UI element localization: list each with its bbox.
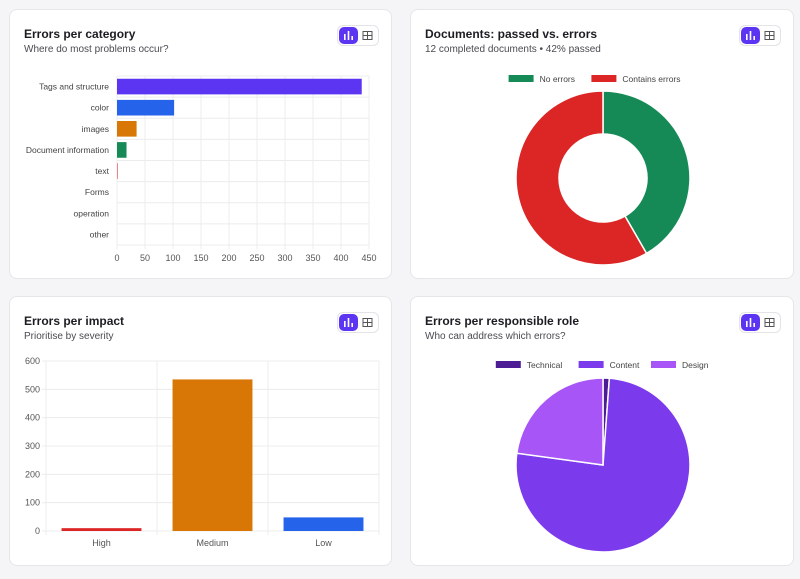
table-icon[interactable]	[760, 314, 779, 331]
card-title: Documents: passed vs. errors	[425, 27, 598, 41]
view-toggle	[739, 25, 781, 46]
legend-label: Contains errors	[622, 74, 680, 84]
impact-bar-chart: 0 100 200 300 400 500 600 High Medium Low	[25, 356, 380, 548]
legend-swatch	[651, 361, 676, 368]
card-subtitle: Prioritise by severity	[24, 331, 114, 342]
y-tick-label: other	[90, 229, 110, 239]
x-tick-label: 100	[165, 253, 180, 263]
x-tick-label: 450	[361, 253, 376, 263]
legend-label: Design	[682, 360, 709, 370]
x-tick-label: 350	[305, 253, 320, 263]
x-tick-label: Low	[315, 538, 332, 548]
bar	[117, 120, 137, 137]
bar	[61, 528, 142, 531]
bar	[172, 379, 253, 531]
legend-swatch	[495, 361, 521, 368]
card-title: Errors per responsible role	[425, 314, 580, 328]
x-tick-label: 150	[193, 253, 208, 263]
x-tick-label: 0	[114, 253, 119, 263]
bar-chart-icon[interactable]	[741, 314, 760, 331]
x-tick-label: 250	[249, 253, 264, 263]
table-icon[interactable]	[358, 27, 377, 44]
errors-per-role-card: Errors per responsible role Who can addr…	[410, 296, 794, 566]
bar	[283, 517, 364, 531]
x-tick-label: Medium	[196, 538, 228, 548]
table-icon[interactable]	[760, 27, 779, 44]
x-tick-label: 200	[221, 253, 236, 263]
card-subtitle: Who can address which errors?	[425, 331, 566, 342]
bar	[117, 99, 175, 116]
slice	[515, 377, 604, 466]
y-tick-label: images	[82, 124, 109, 134]
card-subtitle: Where do most problems occur?	[24, 44, 169, 55]
documents-passed-card: Documents: passed vs. errors 12 complete…	[410, 9, 794, 279]
legend-swatch	[591, 75, 617, 82]
legend-label: No errors	[540, 74, 575, 84]
y-tick-label: 600	[25, 356, 40, 366]
view-toggle	[337, 312, 379, 333]
y-tick-label: 100	[25, 498, 40, 508]
bar-chart-icon[interactable]	[339, 27, 358, 44]
y-tick-label: 200	[25, 469, 40, 479]
y-tick-label: Tags and structure	[39, 82, 109, 92]
legend-swatch	[508, 75, 534, 82]
bar-chart-icon[interactable]	[741, 27, 760, 44]
slice	[515, 90, 648, 266]
y-tick-label: 0	[35, 526, 40, 536]
legend-swatch	[578, 361, 604, 368]
y-tick-label: 400	[25, 413, 40, 423]
errors-per-impact-card: Errors per impact Prioritise by severity…	[9, 296, 392, 566]
x-tick-label: 400	[333, 253, 348, 263]
view-toggle	[337, 25, 379, 46]
x-tick-label: 50	[140, 253, 150, 263]
role-pie-chart: Technical Content Design	[495, 360, 709, 553]
card-subtitle: 12 completed documents • 42% passed	[425, 44, 601, 55]
x-tick-label: 300	[277, 253, 292, 263]
table-icon[interactable]	[358, 314, 377, 331]
slice	[602, 90, 691, 255]
y-tick-label: Forms	[85, 187, 109, 197]
bar	[117, 78, 362, 95]
bar-chart-icon[interactable]	[339, 314, 358, 331]
category-bar-chart: 0 50 100 150 200 250 300 350 400 450 Tags and stru…	[26, 75, 377, 263]
y-tick-label: color	[91, 103, 110, 113]
legend-label: Technical	[527, 360, 563, 370]
y-tick-label: Document information	[26, 145, 109, 155]
legend-label: Content	[610, 360, 640, 370]
view-toggle	[739, 312, 781, 333]
y-tick-label: 500	[25, 384, 40, 394]
bar	[117, 142, 127, 158]
documents-doughnut-chart: No errors Contains errors	[508, 74, 691, 266]
y-tick-label: operation	[74, 208, 110, 218]
card-title: Errors per category	[24, 27, 136, 41]
y-tick-label: 300	[25, 441, 40, 451]
bar	[117, 163, 118, 179]
y-tick-label: text	[95, 166, 109, 176]
card-title: Errors per impact	[24, 314, 125, 328]
errors-per-category-card: Errors per category Where do most proble…	[9, 9, 392, 279]
x-tick-label: High	[92, 538, 111, 548]
